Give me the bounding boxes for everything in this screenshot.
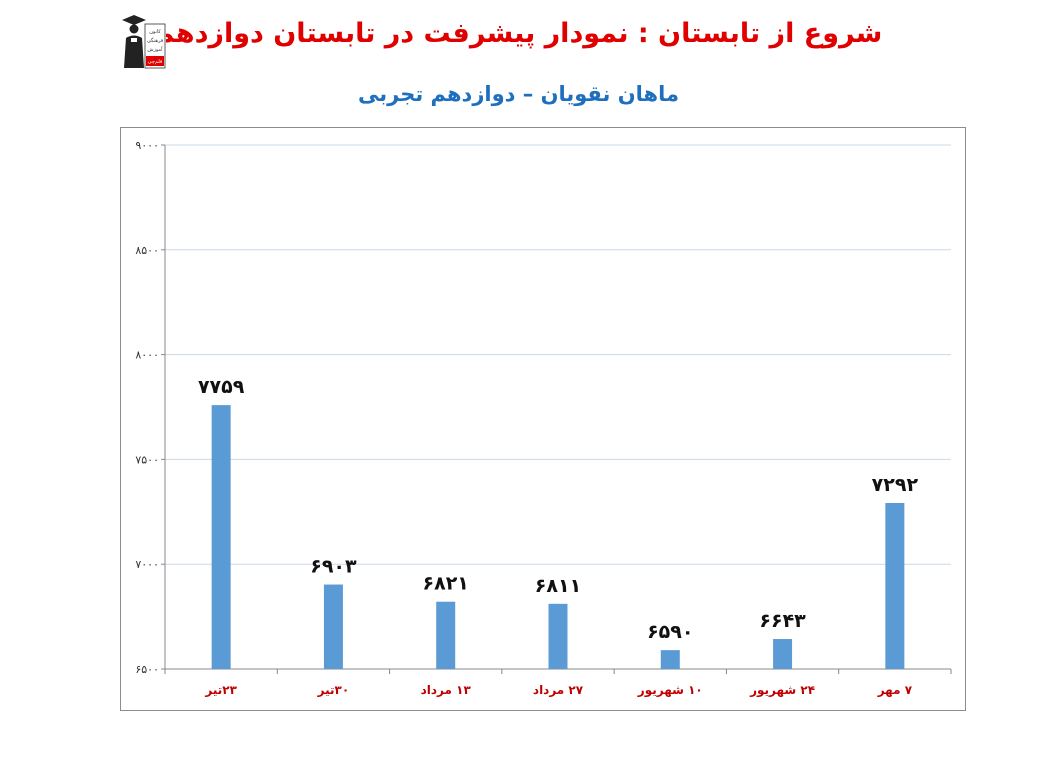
bar [436, 601, 456, 669]
bar [660, 650, 680, 669]
data-label: ۶۶۴۳ [759, 610, 806, 632]
logo-text-2: فرهنگی [147, 37, 164, 44]
y-tick-label: ۷۰۰۰ [135, 558, 159, 571]
bar [773, 639, 793, 669]
data-label: ۶۸۱۱ [535, 575, 581, 597]
y-tick-label: ۹۰۰۰ [135, 139, 159, 152]
category-label: ۲۴ شهریور [749, 683, 815, 698]
data-label: ۶۹۰۳ [310, 556, 357, 578]
category-label: ۷ مهر [877, 683, 913, 697]
page-subtitle: ماهان نقویان – دوازدهم تجربی [358, 82, 679, 106]
data-label: ۷۷۵۹ [198, 376, 245, 398]
category-label: ۱۰ شهریور [637, 683, 703, 698]
logo-text-4: قلم‌چی [148, 59, 163, 65]
category-label: ۲۷ مرداد [533, 683, 584, 697]
bar [548, 603, 568, 669]
data-label: ۶۵۹۰ [647, 621, 693, 643]
bar [885, 502, 905, 669]
category-label: ۲۳تیر [204, 683, 237, 697]
bar [211, 405, 231, 669]
category-label: ۳۰تیر [317, 683, 350, 697]
y-tick-label: ۸۰۰۰ [135, 349, 159, 362]
data-label: ۷۲۹۲ [872, 474, 919, 496]
page-title: شروع از تابستان : نمودار پیشرفت در تابست… [154, 18, 883, 49]
graduate-logo-icon: کانون فرهنگی آموزش قلم‌چی [120, 12, 166, 70]
y-tick-label: ۸۵۰۰ [135, 244, 159, 257]
logo-text-1: کانون [149, 29, 161, 35]
y-tick-label: ۷۵۰۰ [135, 453, 159, 466]
category-label: ۱۳ مرداد [421, 683, 472, 697]
data-label: ۶۸۲۱ [423, 573, 469, 595]
bar-chart: ۶۵۰۰ ۷۰۰۰ ۷۵۰۰ ۸۰۰۰ ۸۵۰۰ ۹۰۰۰ ۷۷۵۹ ۲۳تیر ۶۹۰۳ ۳۰ت… [135, 139, 952, 698]
y-tick-label: ۶۵۰۰ [135, 663, 159, 676]
logo-text-3: آموزش [147, 46, 163, 53]
chart-frame [120, 127, 966, 711]
bar [323, 584, 343, 669]
